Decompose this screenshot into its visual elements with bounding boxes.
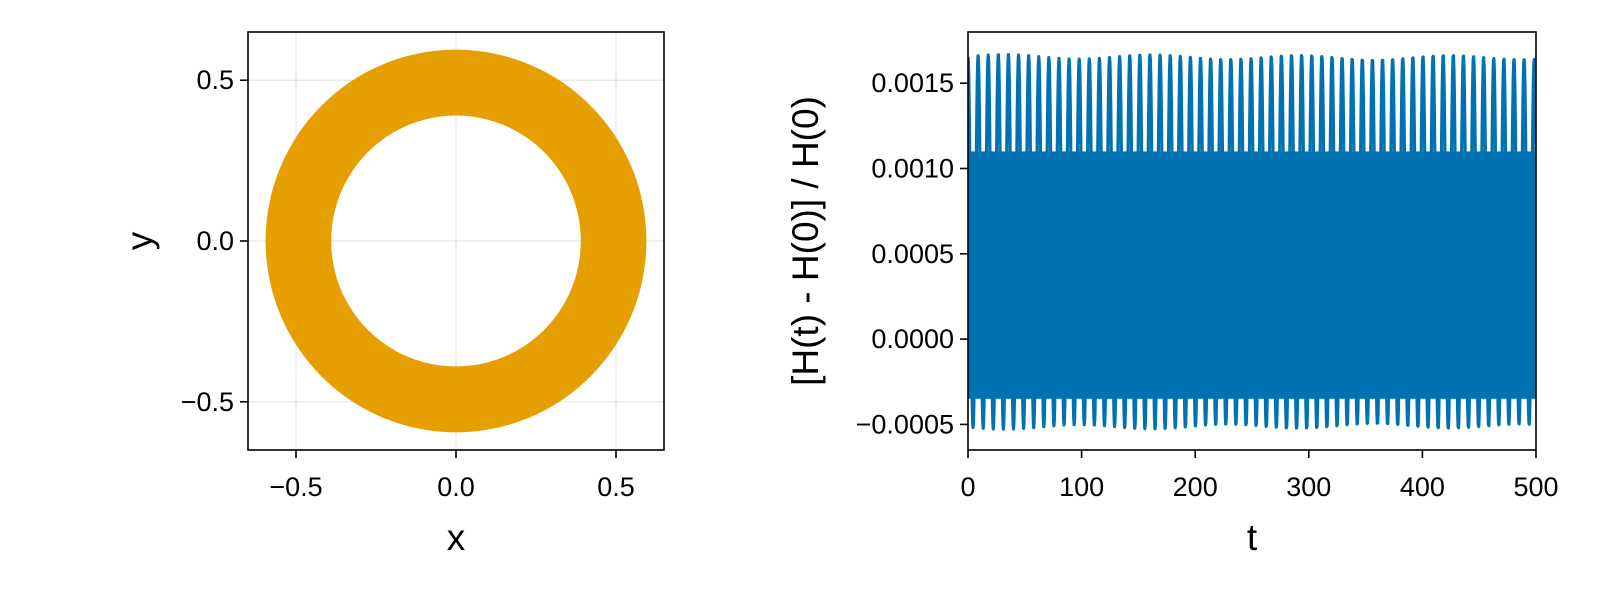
left-ticks	[240, 79, 617, 458]
right-x-tick-label: 400	[1400, 472, 1445, 502]
right-x-tick-label: 0	[960, 472, 975, 502]
annulus	[265, 49, 647, 433]
left-x-tick-label: −0.5	[269, 472, 322, 502]
ring-chart: −0.5 0.0 0.5 −0.5 0.0 0.5 x y	[119, 31, 665, 558]
right-y-tick-labels: −0.0005 0.0000 0.0005 0.0010 0.0015	[856, 68, 954, 439]
left-x-tick-label: 0.5	[597, 472, 635, 502]
left-y-tick-label: 0.5	[196, 65, 234, 95]
right-ticks	[960, 82, 1537, 458]
right-y-tick-label: 0.0015	[871, 68, 954, 98]
right-x-tick-label: 100	[1059, 472, 1104, 502]
right-x-tick-label: 300	[1286, 472, 1331, 502]
right-y-tick-label: −0.0005	[856, 409, 954, 439]
right-y-tick-label: 0.0000	[871, 324, 954, 354]
left-x-axis-label: x	[447, 517, 466, 558]
left-x-tick-labels: −0.5 0.0 0.5	[269, 472, 634, 502]
right-y-tick-label: 0.0005	[871, 239, 954, 269]
left-x-tick-label: 0.0	[437, 472, 475, 502]
left-y-tick-label: −0.5	[181, 387, 234, 417]
energy-series-line	[968, 53, 1536, 431]
left-y-tick-labels: −0.5 0.0 0.5	[181, 65, 234, 417]
right-x-axis-label: t	[1247, 517, 1258, 558]
right-x-tick-labels: 0 100 200 300 400 500	[960, 472, 1558, 502]
right-y-axis-label: [H(t) - H(0)] / H(0)	[785, 96, 826, 386]
right-plot-frame	[967, 31, 1537, 451]
left-y-tick-label: 0.0	[196, 226, 234, 256]
right-x-tick-label: 200	[1173, 472, 1218, 502]
right-x-tick-label: 500	[1513, 472, 1558, 502]
left-y-axis-label: y	[119, 231, 160, 250]
energy-chart: 0 100 200 300 400 500 −0.0005 0.0000 0.0005 0.00…	[785, 31, 1559, 558]
right-y-tick-label: 0.0010	[871, 153, 954, 183]
